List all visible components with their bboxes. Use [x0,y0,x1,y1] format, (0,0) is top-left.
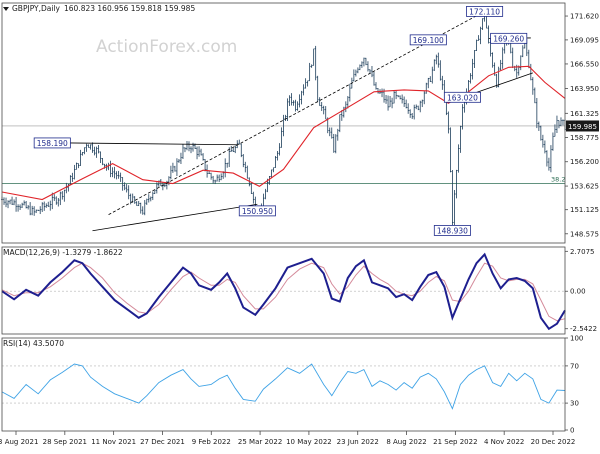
last-price-tag: 159.985 [566,120,599,131]
x-tick-label: 28 Sep 2021 [43,438,87,446]
price-y-tick-label: 169.095 [570,36,599,44]
price-annotation: 158.190 [34,138,70,148]
annotation-label: 148.930 [437,226,468,235]
price-y-tick-label: 161.325 [570,110,599,118]
rsi-y-tick-label: 70 [570,362,579,370]
rsi-y-tick-label: 30 [570,400,579,408]
macd-y-tick-label: 0.00 [570,288,586,296]
price-annotation: 169.100 [410,35,446,45]
x-tick-label: 27 Dec 2021 [140,438,185,446]
last-price-tag-label: 159.985 [568,123,597,131]
annotation-label: 150.950 [242,207,273,216]
price-y-tick-label: 153.625 [570,183,599,191]
x-tick-label: 10 May 2022 [286,438,332,446]
macd-panel-title: MACD(12,26,9) -1.3279 -1.8622 [3,248,123,257]
x-tick-label: 20 Dec 2022 [531,438,576,446]
x-tick-label: 13 Aug 2021 [0,438,38,446]
x-tick-label: 9 Feb 2022 [192,438,231,446]
price-y-tick-label: 151.125 [570,206,599,214]
chart-header: GBPJPY,Daily 160.823 160.956 159.818 159… [3,4,195,13]
rsi-y-tick-label: 0 [570,427,574,435]
x-tick-label: 8 Aug 2022 [386,438,426,446]
rsi-y-tick-label: 100 [570,335,583,343]
x-tick-label: 23 Jun 2022 [337,438,379,446]
price-y-tick-label: 171.620 [570,13,599,21]
price-annotation: 150.950 [239,206,275,216]
price-y-tick-label: 156.200 [570,158,599,166]
x-tick-label: 11 Nov 2021 [91,438,136,446]
annotation-label: 163.020 [447,93,478,102]
fib-level-label: 38.2 [551,175,565,183]
watermark-text: ActionForex.com [96,37,237,57]
header-ohlc: 160.823 160.956 159.818 159.985 [64,4,195,13]
annotation-label: 158.190 [37,139,68,148]
macd-y-tick-label: 2.7075 [570,248,595,256]
annotation-label: 169.260 [493,34,524,43]
price-annotation: 163.020 [444,92,480,102]
x-tick-label: 25 Mar 2022 [238,438,282,446]
price-annotation: 148.930 [434,225,470,235]
annotation-label: 172.110 [469,7,500,16]
price-y-tick-label: 166.550 [570,60,599,68]
rsi-panel-title: RSI(14) 43.5070 [3,339,64,348]
header-symbol: GBPJPY,Daily [12,4,61,13]
annotation-label: 169.100 [413,36,444,45]
watermark-layer: ActionForex.com [96,37,237,57]
price-annotation: 172.110 [466,6,502,16]
x-tick-label: 21 Sep 2022 [433,438,477,446]
price-y-tick-label: 158.775 [570,134,599,142]
macd-y-tick-label: -2.5422 [570,325,597,333]
price-y-tick-label: 163.950 [570,85,599,93]
price-annotation: 169.260 [491,33,527,43]
x-tick-label: 4 Nov 2022 [484,438,524,446]
price-y-tick-label: 148.575 [570,230,599,238]
